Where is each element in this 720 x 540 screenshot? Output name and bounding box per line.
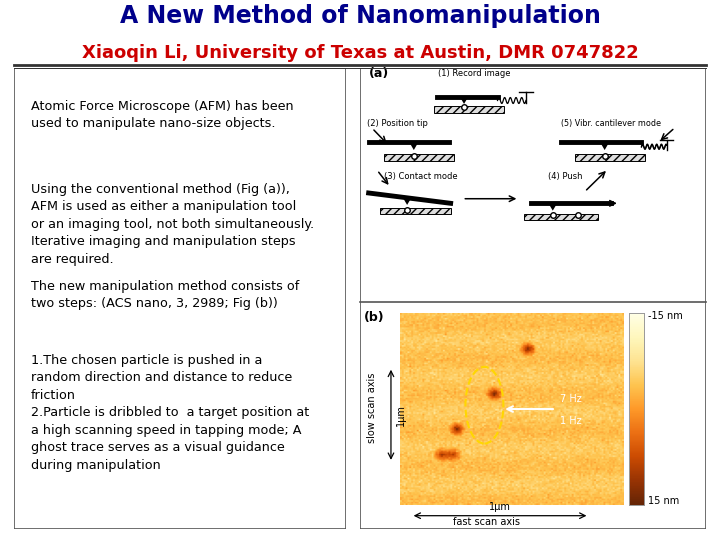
Bar [575,154,645,161]
Text: 15 nm: 15 nm [648,496,679,505]
Bar [384,154,454,161]
Polygon shape [402,198,411,205]
Text: (4) Push: (4) Push [548,172,582,181]
Text: Xiaoqin Li, University of Texas at Austin, DMR 0747822: Xiaoqin Li, University of Texas at Austi… [81,44,639,62]
Text: (b): (b) [364,310,384,323]
Text: 1 Hz: 1 Hz [560,416,582,426]
Bar [380,208,451,214]
Text: Atomic Force Microscope (AFM) has been
used to manipulate nano-size objects.: Atomic Force Microscope (AFM) has been u… [31,100,294,130]
Text: (2) Position tip: (2) Position tip [367,119,428,129]
Bar [434,106,504,113]
Text: (1) Record image: (1) Record image [438,69,510,78]
Polygon shape [549,203,557,211]
Polygon shape [600,143,609,150]
Polygon shape [459,97,469,104]
Text: 1.The chosen particle is pushed in a
random direction and distance to reduce
fri: 1.The chosen particle is pushed in a ran… [31,354,309,472]
Bar [524,214,598,220]
Text: (3) Contact mode: (3) Contact mode [384,172,457,181]
Text: -15 nm: -15 nm [648,311,683,321]
Text: The new manipulation method consists of
two steps: (ACS nano, 3, 2989; Fig (b)): The new manipulation method consists of … [31,280,300,310]
Text: 1μm: 1μm [396,404,406,426]
Text: Using the conventional method (Fig (a)),
AFM is used as either a manipulation to: Using the conventional method (Fig (a)),… [31,183,314,266]
Text: (a): (a) [369,67,389,80]
Text: 1μm: 1μm [489,502,511,512]
Text: (5) Vibr. cantilever mode: (5) Vibr. cantilever mode [561,119,661,129]
Text: A New Method of Nanomanipulation: A New Method of Nanomanipulation [120,4,600,28]
Text: slow scan axis: slow scan axis [366,373,377,443]
Text: 7 Hz: 7 Hz [560,394,582,404]
Text: fast scan axis: fast scan axis [452,517,520,527]
Polygon shape [410,143,418,150]
